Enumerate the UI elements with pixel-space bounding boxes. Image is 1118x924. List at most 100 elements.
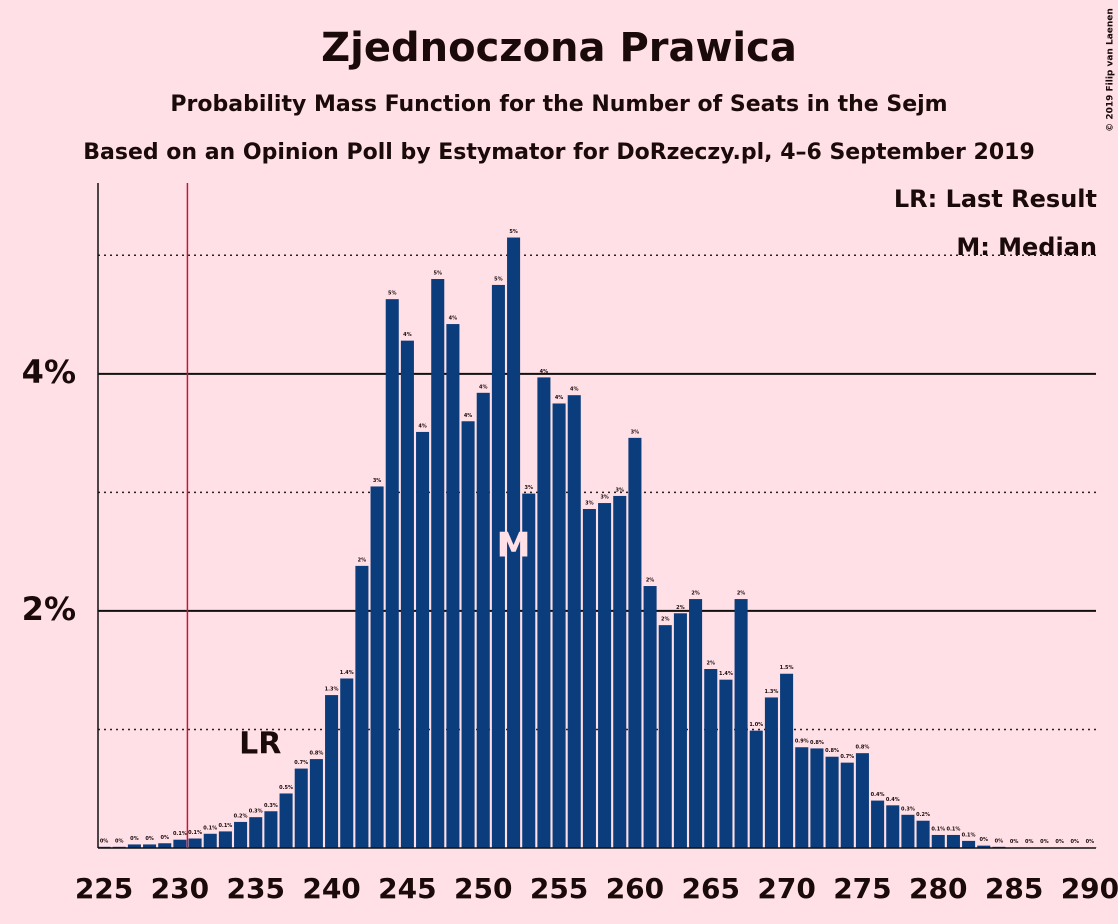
value-label: 5% <box>494 276 503 282</box>
x-tick-label: 280 <box>909 872 967 905</box>
value-label: 2% <box>707 661 716 667</box>
value-label: 0.1% <box>203 825 217 831</box>
value-label: 0.5% <box>279 785 293 791</box>
bar <box>461 421 475 848</box>
y-tick-label: 4% <box>22 353 76 391</box>
value-label: 0% <box>145 836 154 842</box>
value-label: 1.3% <box>764 689 778 695</box>
chart-title: Zjednoczona Prawica <box>321 25 797 71</box>
bar <box>946 834 960 848</box>
y-tick-label: 2% <box>22 590 76 628</box>
value-label: 4% <box>449 316 458 322</box>
value-label: 0.3% <box>264 803 278 809</box>
value-label: 0.7% <box>840 754 854 760</box>
x-tick-label: 265 <box>682 872 740 905</box>
x-tick-label: 285 <box>985 872 1043 905</box>
value-label: 0.2% <box>234 813 248 819</box>
bar <box>916 820 930 848</box>
value-label: 4% <box>403 332 412 338</box>
bar <box>613 495 627 848</box>
bar <box>522 493 536 848</box>
bar <box>871 800 885 848</box>
value-label: 0.3% <box>249 809 263 815</box>
value-label: 2% <box>661 617 670 623</box>
bar <box>158 843 172 848</box>
bar <box>279 793 293 848</box>
value-label: 1.4% <box>340 670 354 676</box>
bar <box>309 759 323 848</box>
value-label: 5% <box>509 229 518 235</box>
bar <box>203 833 217 848</box>
bar <box>719 679 733 848</box>
bar <box>598 503 612 848</box>
value-label: 0.7% <box>294 760 308 766</box>
bar <box>901 814 915 848</box>
value-label: 3% <box>373 478 382 484</box>
value-label: 3% <box>524 485 533 491</box>
value-label: 2% <box>358 557 367 563</box>
value-label: 3% <box>585 500 594 506</box>
value-label: 2% <box>676 605 685 611</box>
legend-entry: M: Median <box>956 233 1097 261</box>
bar <box>234 821 248 848</box>
bar <box>749 730 763 848</box>
value-label: 0.1% <box>218 823 232 829</box>
bar <box>249 817 263 848</box>
value-label: 0% <box>130 836 139 842</box>
value-label: 0% <box>1071 839 1080 845</box>
last-result-label: LR <box>239 727 281 762</box>
value-label: 0.4% <box>871 792 885 798</box>
x-tick-label: 270 <box>757 872 815 905</box>
bar <box>764 697 778 848</box>
legend-entry: LR: Last Result <box>894 185 1097 213</box>
chart-subtitle: Based on an Opinion Poll by Estymator fo… <box>83 140 1035 165</box>
value-label: 0% <box>1040 839 1049 845</box>
bar <box>264 811 278 848</box>
value-label: 0.1% <box>946 826 960 832</box>
bar <box>734 599 748 848</box>
bar <box>795 747 809 848</box>
bar <box>218 831 232 848</box>
value-label: 4% <box>570 387 579 393</box>
value-label: 3% <box>631 429 640 435</box>
value-label: 5% <box>388 291 397 297</box>
bar <box>931 834 945 848</box>
value-label: 0% <box>115 838 124 844</box>
value-label: 0.2% <box>916 812 930 818</box>
value-label: 0.1% <box>962 832 976 838</box>
bar <box>840 762 854 848</box>
value-label: 0.1% <box>173 831 187 837</box>
bar <box>643 586 657 848</box>
bar <box>780 673 794 848</box>
value-label: 2% <box>646 578 655 584</box>
value-label: 4% <box>479 384 488 390</box>
bar <box>582 508 596 848</box>
x-tick-label: 250 <box>454 872 512 905</box>
chart-subtitle: Probability Mass Function for the Number… <box>170 92 947 117</box>
bar <box>370 486 384 848</box>
bar <box>173 839 187 848</box>
value-label: 0% <box>1055 839 1064 845</box>
copyright: © 2019 Filip van Laenen <box>1106 8 1116 132</box>
value-label: 0.3% <box>901 806 915 812</box>
bar <box>658 625 672 848</box>
value-label: 4% <box>555 395 564 401</box>
bar <box>340 678 354 848</box>
bar <box>400 340 414 848</box>
bar <box>886 805 900 848</box>
value-label: 0.1% <box>931 826 945 832</box>
x-tick-label: 260 <box>606 872 664 905</box>
value-label: 4% <box>464 413 473 419</box>
bar <box>385 299 399 848</box>
value-label: 3% <box>600 495 609 501</box>
bar <box>491 284 505 848</box>
value-label: 0% <box>995 838 1004 844</box>
x-tick-label: 275 <box>833 872 891 905</box>
bar <box>476 392 490 848</box>
value-label: 0% <box>1086 839 1095 845</box>
value-label: 1.0% <box>749 722 763 728</box>
bar <box>431 279 445 848</box>
value-label: 0% <box>980 837 989 843</box>
value-label: 0% <box>1010 839 1019 845</box>
value-label: 1.3% <box>325 687 339 693</box>
